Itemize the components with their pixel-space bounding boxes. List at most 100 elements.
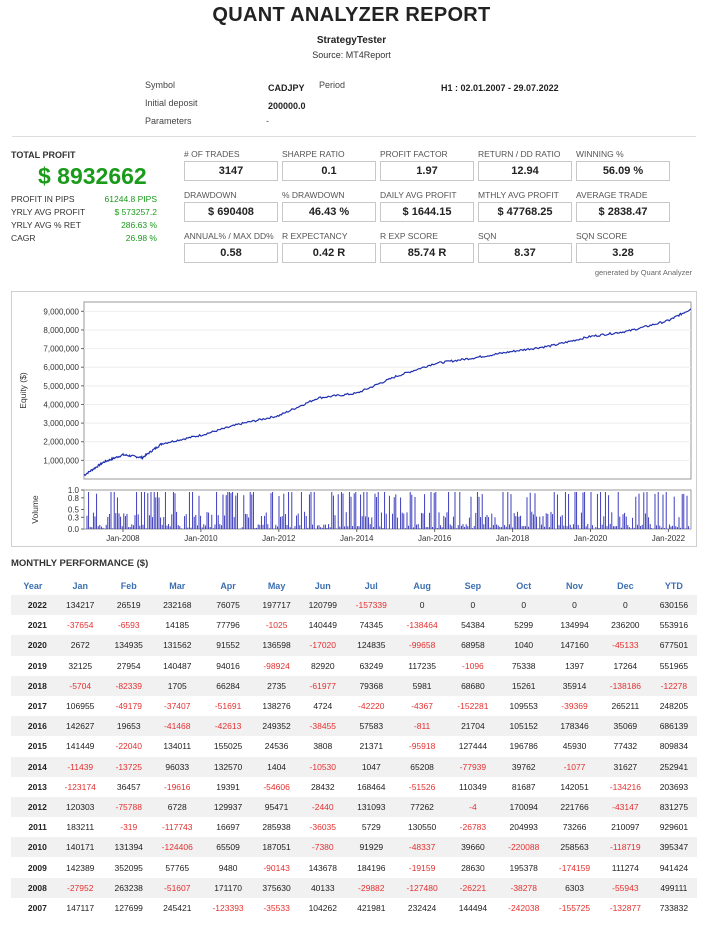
table-cell: -19159 bbox=[408, 862, 436, 873]
table-cell: 1404 bbox=[253, 756, 300, 777]
table-cell: 178346 bbox=[549, 716, 600, 737]
table-cell: 210097 bbox=[611, 822, 640, 833]
table-cell: 74345 bbox=[359, 620, 384, 631]
table-cell: 21371 bbox=[359, 741, 384, 752]
y-tick-label: 4,000,000 bbox=[43, 400, 79, 409]
table-cell: 1705 bbox=[151, 675, 203, 696]
summary-row: CAGR 26.98 % bbox=[11, 233, 157, 243]
table-cell: -29882 bbox=[345, 877, 397, 898]
volume-tick-label: 0.5 bbox=[68, 506, 80, 515]
table-row: 2018 -5704 -82339 1705 66284 2735 -61977 79368 5… bbox=[11, 675, 697, 696]
table-cell: 39762 bbox=[498, 756, 550, 777]
table-cell: 831275 bbox=[650, 796, 697, 818]
stat-annual-dd: ANNUAL% / MAX DD% 0.58 bbox=[184, 231, 278, 263]
table-cell: 352095 bbox=[114, 862, 143, 873]
table-cell: -2440 bbox=[299, 796, 346, 818]
summary-row-label: CAGR bbox=[11, 233, 36, 243]
table-cell: 32125 bbox=[68, 660, 93, 671]
column-header: Oct bbox=[516, 581, 532, 591]
table-cell: 17264 bbox=[613, 660, 638, 671]
table-cell: 809834 bbox=[659, 741, 689, 752]
table-cell: 1040 bbox=[498, 635, 550, 656]
table-cell: 1397 bbox=[565, 660, 584, 671]
table-cell: 941424 bbox=[659, 862, 689, 873]
table-cell: 2735 bbox=[253, 675, 300, 696]
table-cell: -7380 bbox=[299, 837, 346, 858]
table-cell: 140487 bbox=[163, 660, 192, 671]
year-cell: 2008 bbox=[11, 877, 55, 898]
stat-label: ANNUAL% / MAX DD% bbox=[184, 231, 274, 241]
report-title: QUANT ANALYZER REPORT bbox=[212, 4, 491, 26]
summary-row: YRLY AVG % RET 286.63 % bbox=[11, 220, 157, 230]
table-row: 2021 -37654 -6593 14185 77796 -1025 140449 7434… bbox=[11, 615, 697, 635]
table-row: 2009 142389 352095 57765 9480 -90143 143678 184… bbox=[11, 857, 697, 877]
table-cell: 31627 bbox=[599, 756, 651, 777]
monthly-performance-title: MONTHLY PERFORMANCE ($) bbox=[11, 558, 149, 569]
stat-value: 0.1 bbox=[282, 161, 376, 181]
table-cell: 733832 bbox=[659, 902, 689, 913]
table-cell: -124406 bbox=[151, 837, 203, 858]
year-cell: 2021 bbox=[27, 620, 47, 631]
year-cell: 2016 bbox=[11, 716, 55, 737]
stat-label: DRAWDOWN bbox=[184, 190, 237, 200]
table-cell: -123393 bbox=[212, 902, 244, 913]
table-cell: 104262 bbox=[308, 902, 337, 913]
stat-label: R EXP SCORE bbox=[380, 231, 438, 241]
column-header: Year bbox=[23, 581, 43, 591]
table-cell: -45133 bbox=[599, 635, 651, 656]
table-cell: 94016 bbox=[216, 660, 240, 671]
summary-row-value: 61244.8 PIPS bbox=[104, 194, 157, 204]
report-source: Source: MT4Report bbox=[312, 50, 391, 60]
stat-r-expectancy: R EXPECTANCY 0.42 R bbox=[282, 231, 376, 263]
table-cell: -43147 bbox=[599, 796, 651, 818]
table-cell: -5704 bbox=[54, 675, 106, 696]
table-row: 2017 106955 -49179 -37407 -51691 138276 4724 -4… bbox=[11, 696, 697, 716]
year-cell: 2014 bbox=[11, 756, 55, 777]
table-cell: -118719 bbox=[599, 837, 651, 858]
stat-winning: WINNING % 56.09 % bbox=[576, 149, 670, 181]
table-cell: 77796 bbox=[216, 620, 240, 631]
y-tick-label: 7,000,000 bbox=[43, 345, 79, 354]
column-header: YTD bbox=[664, 581, 683, 591]
table-cell: -11439 bbox=[54, 756, 106, 777]
stat-label: PROFIT FACTOR bbox=[380, 149, 448, 159]
table-cell: -48337 bbox=[396, 837, 448, 858]
column-header: Apr bbox=[220, 581, 236, 591]
x-tick-label: Jan-2018 bbox=[496, 534, 530, 543]
table-cell: 106955 bbox=[66, 701, 95, 712]
table-cell: 40133 bbox=[299, 877, 346, 898]
parameters-label: Parameters bbox=[145, 116, 192, 126]
x-tick-label: Jan-2020 bbox=[574, 534, 608, 543]
table-cell: 232424 bbox=[407, 902, 437, 913]
table-cell: -38278 bbox=[498, 877, 550, 898]
table-cell: -17020 bbox=[299, 635, 346, 656]
x-tick-label: Jan-2008 bbox=[106, 534, 140, 543]
table-cell: 0 bbox=[498, 595, 550, 616]
volume-area bbox=[83, 489, 692, 530]
year-cell: 2012 bbox=[11, 796, 55, 818]
stat-r-exp-score: R EXP SCORE 85.74 R bbox=[380, 231, 474, 263]
table-cell: 95471 bbox=[253, 796, 300, 818]
table-cell: 258563 bbox=[549, 837, 600, 858]
stat-value: 85.74 R bbox=[380, 243, 474, 263]
table-cell: -6593 bbox=[117, 620, 140, 631]
table-cell: -95918 bbox=[408, 741, 436, 752]
table-cell: -138464 bbox=[406, 620, 438, 631]
table-cell: 142389 bbox=[66, 862, 95, 873]
table-cell: 929601 bbox=[659, 822, 689, 833]
table-cell: 142051 bbox=[560, 781, 589, 792]
stat-value: 1.97 bbox=[380, 161, 474, 181]
table-cell: 499111 bbox=[650, 877, 697, 898]
table-cell: 232168 bbox=[151, 595, 203, 616]
table-cell: 39660 bbox=[447, 837, 499, 858]
table-cell: 24536 bbox=[264, 741, 289, 752]
table-cell: 686139 bbox=[650, 716, 697, 737]
stat-value: 0.58 bbox=[184, 243, 278, 263]
table-cell: 120303 bbox=[54, 796, 106, 818]
table-cell: 65509 bbox=[202, 837, 254, 858]
table-cell: 147117 bbox=[66, 902, 95, 913]
table-cell: -77939 bbox=[447, 756, 499, 777]
table-cell: 127699 bbox=[114, 902, 143, 913]
table-cell: 5729 bbox=[361, 822, 381, 833]
stat-value: 46.43 % bbox=[282, 202, 376, 222]
